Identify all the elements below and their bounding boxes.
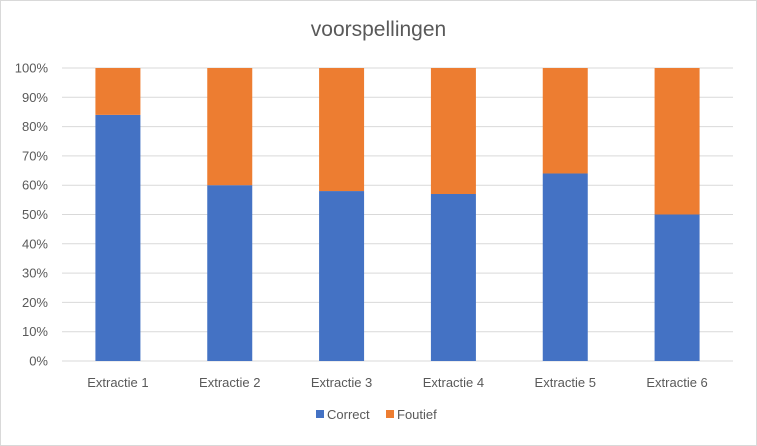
legend-swatch-correct [316,410,324,418]
legend: Correct Foutief [316,407,437,422]
bar-correct-5 [542,173,588,361]
y-tick-label: 90% [22,90,48,105]
y-tick-label: 20% [22,295,48,310]
y-tick-label: 100% [15,61,49,76]
y-tick-label: 50% [22,207,48,222]
x-category-label: Extractie 3 [311,375,372,390]
legend-swatch-foutief [386,410,394,418]
x-category-label: Extractie 6 [646,375,707,390]
bars [95,68,700,361]
x-category-label: Extractie 2 [199,375,260,390]
x-category-label: Extractie 5 [535,375,596,390]
y-tick-label: 60% [22,178,48,193]
bar-foutief-1 [95,68,141,115]
bar-correct-4 [430,193,476,361]
bar-foutief-2 [207,68,253,186]
chart-title: voorspellingen [310,18,447,41]
bar-correct-1 [95,114,141,361]
y-tick-label: 30% [22,266,48,281]
x-category-label: Extractie 1 [87,375,148,390]
bar-foutief-5 [542,68,588,174]
bar-correct-2 [207,185,253,361]
bar-foutief-4 [430,68,476,194]
bar-foutief-3 [319,68,365,192]
x-category-label: Extractie 4 [423,375,484,390]
legend-label-foutief: Foutief [397,407,437,422]
y-tick-label: 10% [22,324,48,339]
x-axis: Extractie 1 Extractie 2 Extractie 3 Extract… [87,375,708,390]
y-tick-label: 70% [22,148,48,163]
bar-correct-3 [319,191,365,361]
y-tick-label: 80% [22,119,48,134]
y-tick-label: 40% [22,236,48,251]
y-axis: 0% 10% 20% 30% 40% 50% 60% 70% 80% 90% 100% [15,61,49,369]
bar-correct-6 [654,214,700,361]
bar-foutief-6 [654,68,700,215]
gridlines [62,67,733,362]
y-tick-label: 0% [29,354,48,369]
legend-label-correct: Correct [327,407,370,422]
